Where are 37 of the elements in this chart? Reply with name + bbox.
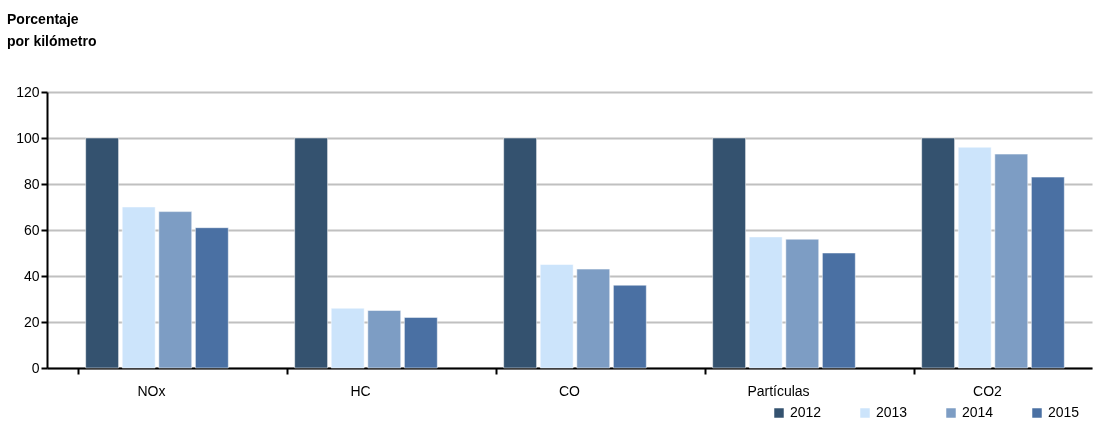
x-tick-label: NOx: [137, 382, 166, 399]
bar: [785, 238, 819, 369]
bar: [822, 252, 856, 369]
bar: [158, 211, 192, 369]
bar: [195, 227, 229, 369]
y-tick-label: 20: [23, 313, 40, 330]
bar: [294, 137, 328, 369]
y-tick-label: 80: [23, 175, 40, 192]
bar: [712, 137, 746, 369]
bar: [539, 264, 574, 369]
legend-label: 2012: [790, 404, 822, 420]
legend-label: 2013: [876, 404, 908, 420]
x-tick-label: CO: [559, 382, 581, 399]
legend-label: 2015: [1048, 404, 1080, 420]
y-tick-label: 0: [31, 359, 40, 376]
bar: [613, 284, 647, 369]
bar: [404, 317, 438, 369]
bar: [121, 206, 156, 369]
bar: [1031, 176, 1065, 369]
x-tick-label: Partículas: [747, 382, 810, 399]
bar: [576, 268, 610, 369]
x-tick-label: HC: [350, 382, 371, 399]
y-tick-label: 120: [16, 83, 40, 100]
y-tick-label: 60: [23, 221, 40, 238]
x-tick-label: CO2: [973, 382, 1003, 399]
bar: [367, 310, 401, 369]
bar: [748, 236, 783, 369]
bar: [503, 137, 537, 369]
bar: [330, 307, 365, 369]
y-tick-label: 40: [23, 267, 40, 284]
bar: [921, 137, 955, 369]
bar: [957, 146, 992, 369]
bar: [85, 137, 119, 369]
bar: [994, 153, 1028, 369]
y-tick-label: 100: [16, 129, 40, 146]
y-axis-title: Porcentaje por kilómetro: [7, 11, 97, 49]
legend-label: 2014: [962, 404, 994, 420]
